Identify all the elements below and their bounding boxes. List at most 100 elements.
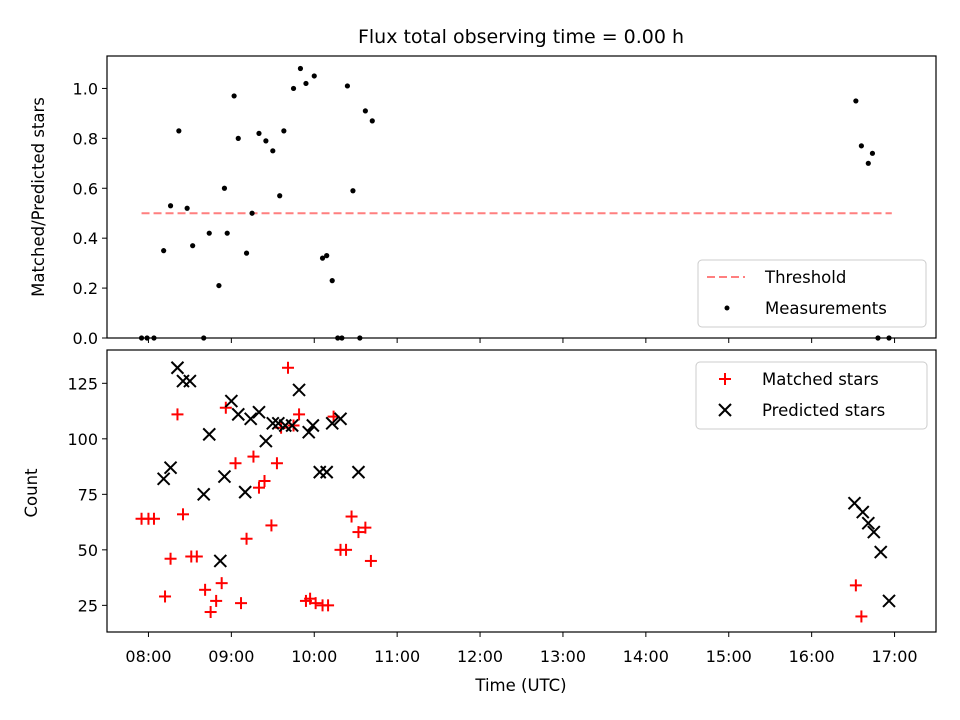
matched-star-point [204,606,217,619]
matched-star-point [164,552,177,565]
measurement-point [329,278,335,284]
measurement-point [231,93,237,99]
chart-title: Flux total observing time = 0.00 h [358,26,684,48]
predicted-star-point [333,412,348,426]
top-legend: Threshold Measurements [697,259,927,328]
predicted-star-point [252,405,266,419]
x-tick-label: 09:00 [208,647,254,666]
top-legend-box [697,259,927,328]
top-panel: 0.0 0.2 0.4 0.6 0.8 1.0 Matched/Predicted sta… [29,55,937,348]
predicted-star-point [306,418,320,433]
predicted-star-point [197,487,211,502]
bottom-axes-frame [106,349,937,633]
predicted-star-point [156,472,171,486]
matched-star-point [340,543,353,556]
matched-star-point [849,579,862,592]
bottom-legend: Matched stars Predicted stars [695,361,928,430]
top-y-tick-label: 0.6 [73,179,98,198]
measurement-point [290,85,297,92]
measurement-point [167,203,174,209]
measurement-point [853,98,859,104]
top-y-tick-label: 0.0 [73,329,98,348]
predicted-star-point [319,465,334,479]
measurement-point [249,210,255,216]
measurement-point [221,185,228,191]
measurement-point [311,73,317,79]
matched-star-point [258,475,271,488]
matched-star-point [190,550,203,563]
x-axis-label: Time (UTC) [474,676,566,695]
matched-star-point [265,519,278,532]
legend-matched-label: Matched stars [762,370,879,389]
matched-star-point [352,526,365,539]
measurement-point [176,128,182,134]
predicted-star-point [238,485,252,499]
matched-star-point [359,521,372,534]
top-y-tick-label: 0.2 [73,279,98,298]
x-tick-label: 13:00 [540,647,586,666]
bottom-y-ticks: 25 50 75 100 125 [67,374,107,615]
matched-star-point [159,590,172,603]
matched-star-point [240,532,253,545]
predicted-star-point [325,416,339,430]
legend-measurements-label: Measurements [765,299,887,318]
measurement-point [216,282,222,289]
measurement-point [206,230,212,236]
predicted-star-point [202,427,216,442]
measurement-point [369,118,375,124]
matched-star-point [293,408,306,421]
measurement-point [865,160,871,166]
measurement-point [263,138,269,144]
matched-star-point [247,450,260,463]
predicted-star-point [231,407,245,422]
measurement-point [362,108,368,114]
measurement-point [270,148,276,154]
predicted-star-point [302,425,316,439]
measurement-point [161,248,167,254]
matched-star-point [171,408,184,421]
measurement-point [190,243,196,249]
predicted-star-point [882,594,896,608]
bottom-y-tick-label: 125 [67,374,98,393]
matched-star-point [309,597,322,610]
matched-star-point [219,401,232,414]
predicted-star-point [292,383,306,397]
top-y-axis-label: Matched/Predicted stars [29,97,48,297]
measurement-point [281,128,287,134]
bottom-legend-box [695,361,928,430]
matched-star-point [210,594,223,607]
legend-measurements-swatch [724,305,730,311]
matched-star-point [345,510,358,523]
bottom-y-axis-label: Count [22,468,41,518]
bottom-y-tick-label: 75 [78,485,98,504]
legend-predicted-label: Predicted stars [762,401,885,420]
x-tick-label: 15:00 [706,647,752,666]
measurement-point [277,193,283,199]
matched-star-point [855,610,868,623]
bottom-y-tick-label: 50 [78,541,98,560]
bottom-y-tick-label: 100 [67,430,98,449]
matched-star-point [176,508,189,521]
bottom-panel: 25 50 75 100 125 08:00 09:00 10:00 11:00 12:00 13… [22,349,937,695]
measurement-point [869,150,876,156]
measurement-point [224,230,230,236]
bottom-x-ticks: 08:00 09:00 10:00 11:00 12:00 13:00 14:00 15:00… [125,632,918,666]
matched-star-point [322,599,335,612]
bottom-y-tick-label: 25 [78,596,98,615]
measurement-point [235,135,241,141]
measurement-point [256,130,262,136]
measurement-point [184,205,190,211]
x-tick-label: 10:00 [291,647,337,666]
top-axes-frame [106,55,937,339]
measurement-point [344,83,351,89]
predicted-star-point [170,361,185,375]
predicted-star-point [183,374,197,388]
predicted-star-point [259,434,273,448]
measurement-point [243,250,250,256]
top-y-tick-label: 0.4 [73,229,98,248]
predicted-star-point [285,418,299,433]
matched-star-point [147,512,160,525]
x-tick-label: 12:00 [457,647,503,666]
